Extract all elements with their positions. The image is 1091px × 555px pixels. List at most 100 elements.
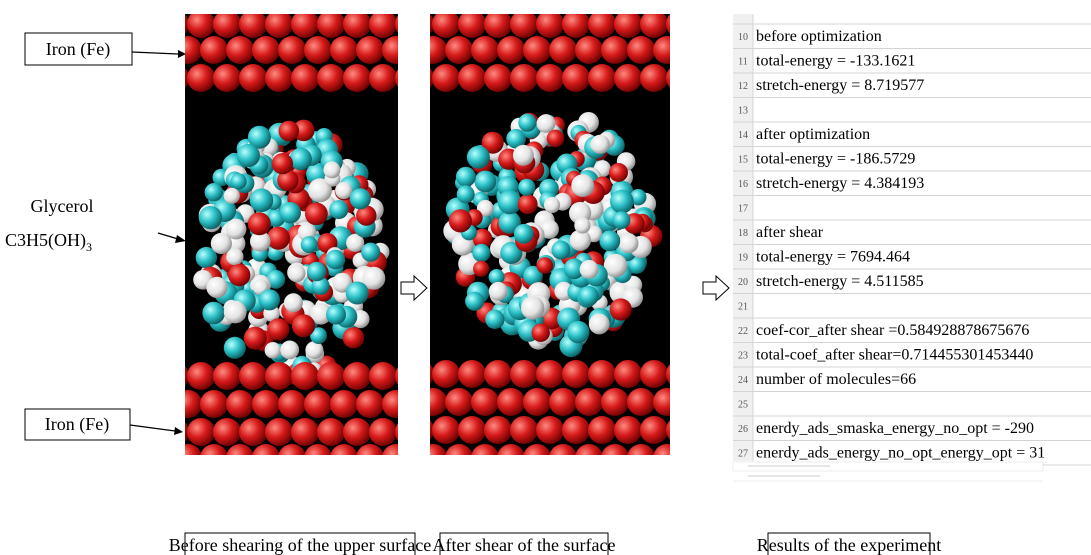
iron-atom [226, 444, 254, 472]
iron-atom [419, 444, 447, 472]
iron-atom [395, 64, 423, 92]
figure-canvas: Iron (Fe) Glycerol C3H5(OH)3 Iron (Fe) 1… [0, 0, 1091, 555]
iron-atom [265, 362, 293, 390]
caption: Before shearing of the upper surface [169, 535, 431, 555]
iron-atom [523, 444, 551, 472]
iron-atom [382, 444, 410, 472]
flow-arrow [703, 276, 729, 300]
iron-atom [432, 64, 460, 92]
flow-arrow [401, 276, 427, 300]
iron-atom [562, 10, 590, 38]
iron-atom [369, 10, 397, 38]
iron-atom [445, 444, 473, 472]
iron-atom [510, 360, 538, 388]
glycerol-atom [202, 302, 225, 325]
glycerol-atom [248, 212, 271, 235]
cell-text: total-energy = 7694.464 [756, 249, 910, 266]
iron-atom [252, 390, 280, 418]
iron-atom [343, 418, 371, 446]
iron-atom [406, 360, 434, 388]
glycerol-atom [457, 185, 475, 203]
iron-atom [291, 418, 319, 446]
cell-text: total-coef_after shear=0.714455301453440 [756, 347, 1033, 364]
molecule-render [406, 10, 694, 472]
iron-atom [330, 390, 358, 418]
iron-atom [666, 360, 694, 388]
iron-atom [187, 418, 215, 446]
glycerol-atom [279, 121, 300, 142]
iron-atom [291, 10, 319, 38]
glycerol-atom [307, 262, 326, 281]
iron-atom [640, 64, 668, 92]
row-number: 11 [738, 57, 748, 68]
glycerol-atom [237, 144, 260, 167]
iron-atom [588, 64, 616, 92]
glycerol-atom [329, 200, 348, 219]
iron-atom [471, 444, 499, 472]
caption: After shear of the surface [433, 535, 616, 555]
arrow-head [175, 235, 186, 243]
iron-atom [484, 64, 512, 92]
iron-atom [575, 388, 603, 416]
glycerol-atom [267, 227, 290, 250]
iron-atom [239, 362, 267, 390]
iron-atom [174, 444, 202, 472]
glycerol-atom [280, 202, 301, 223]
iron-atom [484, 360, 512, 388]
iron-atom [291, 362, 319, 390]
iron-atom [382, 36, 410, 64]
iron-atom [278, 390, 306, 418]
glycerol-atom [449, 209, 472, 232]
cell-text: after shear [756, 224, 824, 241]
row-number: 15 [738, 155, 748, 166]
glycerol-atom [489, 282, 508, 301]
cell-text: enerdy_ads_smaska_energy_no_opt = -290 [756, 420, 1034, 437]
iron-atom [330, 444, 358, 472]
iron-atom [614, 64, 642, 92]
glycerol-atom [599, 231, 620, 252]
iron-atom [213, 362, 241, 390]
iron-atom [239, 64, 267, 92]
iron-atom [395, 418, 423, 446]
iron-atom [187, 362, 215, 390]
iron-atom [627, 444, 655, 472]
glycerol-atom [518, 179, 535, 196]
iron-atom [317, 362, 345, 390]
cell-text: enerdy_ads_energy_no_opt_energy_opt = 31 [756, 445, 1045, 462]
iron-atom [536, 360, 564, 388]
iron-atom [317, 418, 345, 446]
iron-atom [174, 36, 202, 64]
iron-atom [278, 444, 306, 472]
iron-atom [265, 10, 293, 38]
formula-subscript: 3 [86, 240, 92, 254]
iron-atom [200, 390, 228, 418]
iron-atom [666, 416, 694, 444]
row-number: 22 [738, 326, 748, 337]
iron-atom [497, 36, 525, 64]
glycerol-atom [224, 337, 246, 359]
iron-atom [653, 36, 681, 64]
cell-text: total-energy = -186.5729 [756, 151, 915, 168]
glycerol-atom [513, 145, 534, 166]
iron-atom [445, 36, 473, 64]
iron-atom [356, 390, 384, 418]
iron-atom [640, 416, 668, 444]
glycerol-atom [326, 250, 346, 270]
row-number: 27 [738, 449, 748, 460]
glycerol-atom [610, 298, 632, 320]
row-number: 19 [738, 253, 748, 264]
glycerol-atom [250, 189, 274, 213]
iron-atom [575, 36, 603, 64]
label: Glycerol [31, 196, 94, 216]
iron-atom [369, 418, 397, 446]
glycerol-atom [544, 197, 560, 213]
iron-atom [200, 444, 228, 472]
arrow [158, 233, 178, 239]
cell-text: stretch-energy = 4.511585 [756, 273, 924, 290]
glycerol-atom [305, 203, 328, 226]
glycerol-atom [472, 244, 490, 262]
iron-atom [471, 388, 499, 416]
iron-atom [588, 360, 616, 388]
iron-atom [549, 36, 577, 64]
iron-atom [601, 444, 629, 472]
